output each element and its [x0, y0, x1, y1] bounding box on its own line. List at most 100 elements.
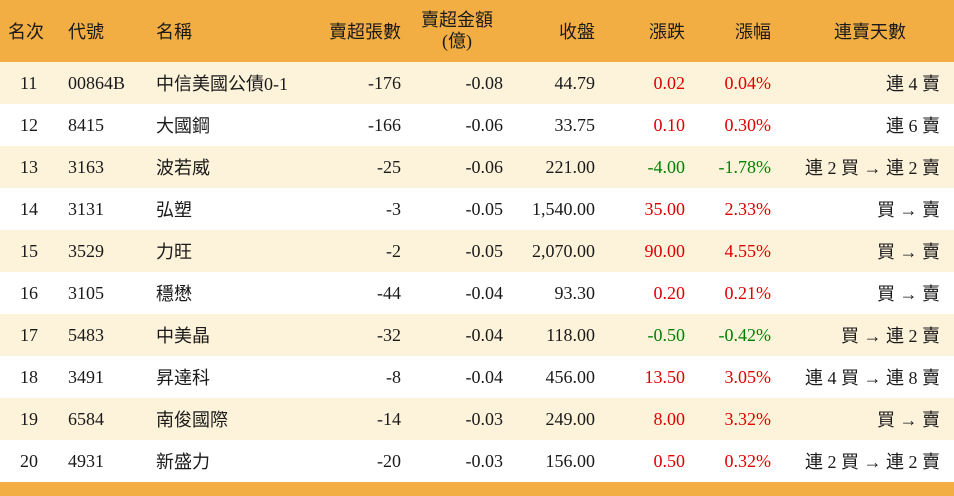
sell-amount-cell: -0.03 [465, 408, 504, 429]
change-pct-cell: 4.55% [724, 240, 772, 261]
streak-cell: 連 2 買 → 連 2 賣 [805, 452, 940, 472]
change-cell: 0.10 [653, 114, 686, 135]
sell-amount-cell: -0.05 [465, 240, 504, 261]
rank-cell: 20 [20, 450, 38, 471]
header-sell-amount-line1: 賣超金額 [421, 10, 493, 30]
sell-amount-cell: -0.06 [465, 114, 504, 135]
close-cell: 249.00 [545, 408, 596, 429]
name-cell: 中信美國公債0-1 [156, 74, 288, 94]
sell-volume-cell: -25 [377, 156, 401, 177]
change-pct-cell: 0.21% [724, 282, 772, 303]
header-close: 收盤 [508, 0, 600, 62]
streak-cell: 連 4 買 → 連 8 賣 [805, 368, 940, 388]
code-cell: 3163 [68, 156, 104, 177]
change-pct-cell: 0.32% [724, 450, 772, 471]
close-cell: 1,540.00 [532, 198, 595, 219]
sell-amount-cell: -0.06 [465, 156, 504, 177]
table-row[interactable]: 19 6584 南俊國際 -14 -0.03 249.00 8.00 3.32%… [0, 398, 954, 440]
change-pct-cell: 0.04% [724, 72, 772, 93]
streak-cell: 買 → 賣 [877, 410, 940, 430]
rank-cell: 16 [20, 282, 38, 303]
table-row[interactable]: 16 3105 穩懋 -44 -0.04 93.30 0.20 0.21% 買 … [0, 272, 954, 314]
header-streak: 連賣天數 [776, 0, 954, 62]
sell-amount-cell: -0.04 [465, 324, 504, 345]
change-cell: 90.00 [644, 240, 686, 261]
name-cell: 弘塑 [156, 200, 192, 220]
change-pct-cell: -0.42% [718, 324, 772, 345]
change-cell: 8.00 [653, 408, 686, 429]
header-change-pct: 漲幅 [690, 0, 776, 62]
streak-cell: 連 2 買 → 連 2 賣 [805, 158, 940, 178]
table-row[interactable]: 13 3163 波若威 -25 -0.06 221.00 -4.00 -1.78… [0, 146, 954, 188]
name-cell: 昇達科 [156, 368, 210, 388]
sell-volume-cell: -14 [377, 408, 401, 429]
code-cell: 6584 [68, 408, 104, 429]
code-cell: 3105 [68, 282, 104, 303]
header-sell-volume: 賣超張數 [318, 0, 406, 62]
streak-cell: 買 → 連 2 賣 [841, 326, 940, 346]
rank-cell: 19 [20, 408, 38, 429]
name-cell: 大國鋼 [156, 116, 210, 136]
streak-cell: 買 → 賣 [877, 284, 940, 304]
close-cell: 456.00 [545, 366, 596, 387]
rank-cell: 13 [20, 156, 38, 177]
code-cell: 3529 [68, 240, 104, 261]
change-cell: 0.50 [653, 450, 686, 471]
change-cell: -4.00 [647, 156, 686, 177]
table-row[interactable]: 20 4931 新盛力 -20 -0.03 156.00 0.50 0.32% … [0, 440, 954, 482]
header-sell-amount: 賣超金額 (億) [406, 0, 508, 62]
sell-volume-cell: -166 [368, 114, 401, 135]
code-cell: 8415 [68, 114, 104, 135]
change-pct-cell: 2.33% [724, 198, 772, 219]
bottom-bar [0, 482, 954, 496]
close-cell: 93.30 [554, 282, 596, 303]
sell-over-ranking-table: 名次 代號 名稱 賣超張數 賣超金額 (億) 收盤 漲跌 漲幅 連賣天數 11 … [0, 0, 954, 482]
table-row[interactable]: 12 8415 大國鋼 -166 -0.06 33.75 0.10 0.30% … [0, 104, 954, 146]
table-row[interactable]: 17 5483 中美晶 -32 -0.04 118.00 -0.50 -0.42… [0, 314, 954, 356]
rank-cell: 18 [20, 366, 38, 387]
streak-cell: 買 → 賣 [877, 242, 940, 262]
table-body: 11 00864B 中信美國公債0-1 -176 -0.08 44.79 0.0… [0, 62, 954, 482]
sell-volume-cell: -20 [377, 450, 401, 471]
rank-cell: 17 [20, 324, 38, 345]
sell-volume-cell: -8 [386, 366, 401, 387]
rank-cell: 15 [20, 240, 38, 261]
sell-volume-cell: -2 [386, 240, 401, 261]
header-row: 名次 代號 名稱 賣超張數 賣超金額 (億) 收盤 漲跌 漲幅 連賣天數 [0, 0, 954, 62]
sell-volume-cell: -44 [377, 282, 401, 303]
change-cell: 0.20 [653, 282, 686, 303]
sell-amount-cell: -0.03 [465, 450, 504, 471]
close-cell: 118.00 [546, 324, 595, 345]
header-change: 漲跌 [600, 0, 690, 62]
name-cell: 力旺 [156, 242, 192, 262]
table-row[interactable]: 15 3529 力旺 -2 -0.05 2,070.00 90.00 4.55%… [0, 230, 954, 272]
sell-amount-cell: -0.04 [465, 366, 504, 387]
close-cell: 44.79 [554, 72, 596, 93]
streak-cell: 連 4 賣 [886, 74, 940, 94]
change-pct-cell: 3.32% [724, 408, 772, 429]
code-cell: 4931 [68, 450, 104, 471]
rank-cell: 11 [20, 72, 38, 93]
header-sell-amount-line2: (億) [442, 31, 472, 51]
table-row[interactable]: 11 00864B 中信美國公債0-1 -176 -0.08 44.79 0.0… [0, 62, 954, 104]
name-cell: 中美晶 [156, 326, 210, 346]
change-cell: -0.50 [647, 324, 686, 345]
streak-cell: 連 6 賣 [886, 116, 940, 136]
header-code: 代號 [58, 0, 146, 62]
sell-amount-cell: -0.04 [465, 282, 504, 303]
close-cell: 33.75 [554, 114, 596, 135]
change-cell: 13.50 [644, 366, 686, 387]
rank-cell: 14 [20, 198, 38, 219]
change-pct-cell: 0.30% [724, 114, 772, 135]
change-pct-cell: 3.05% [724, 366, 772, 387]
change-pct-cell: -1.78% [718, 156, 772, 177]
table-row[interactable]: 14 3131 弘塑 -3 -0.05 1,540.00 35.00 2.33%… [0, 188, 954, 230]
sell-amount-cell: -0.08 [465, 72, 504, 93]
code-cell: 5483 [68, 324, 104, 345]
sell-volume-cell: -32 [377, 324, 401, 345]
close-cell: 221.00 [545, 156, 596, 177]
change-cell: 0.02 [653, 72, 686, 93]
table-row[interactable]: 18 3491 昇達科 -8 -0.04 456.00 13.50 3.05% … [0, 356, 954, 398]
code-cell: 3131 [68, 198, 104, 219]
